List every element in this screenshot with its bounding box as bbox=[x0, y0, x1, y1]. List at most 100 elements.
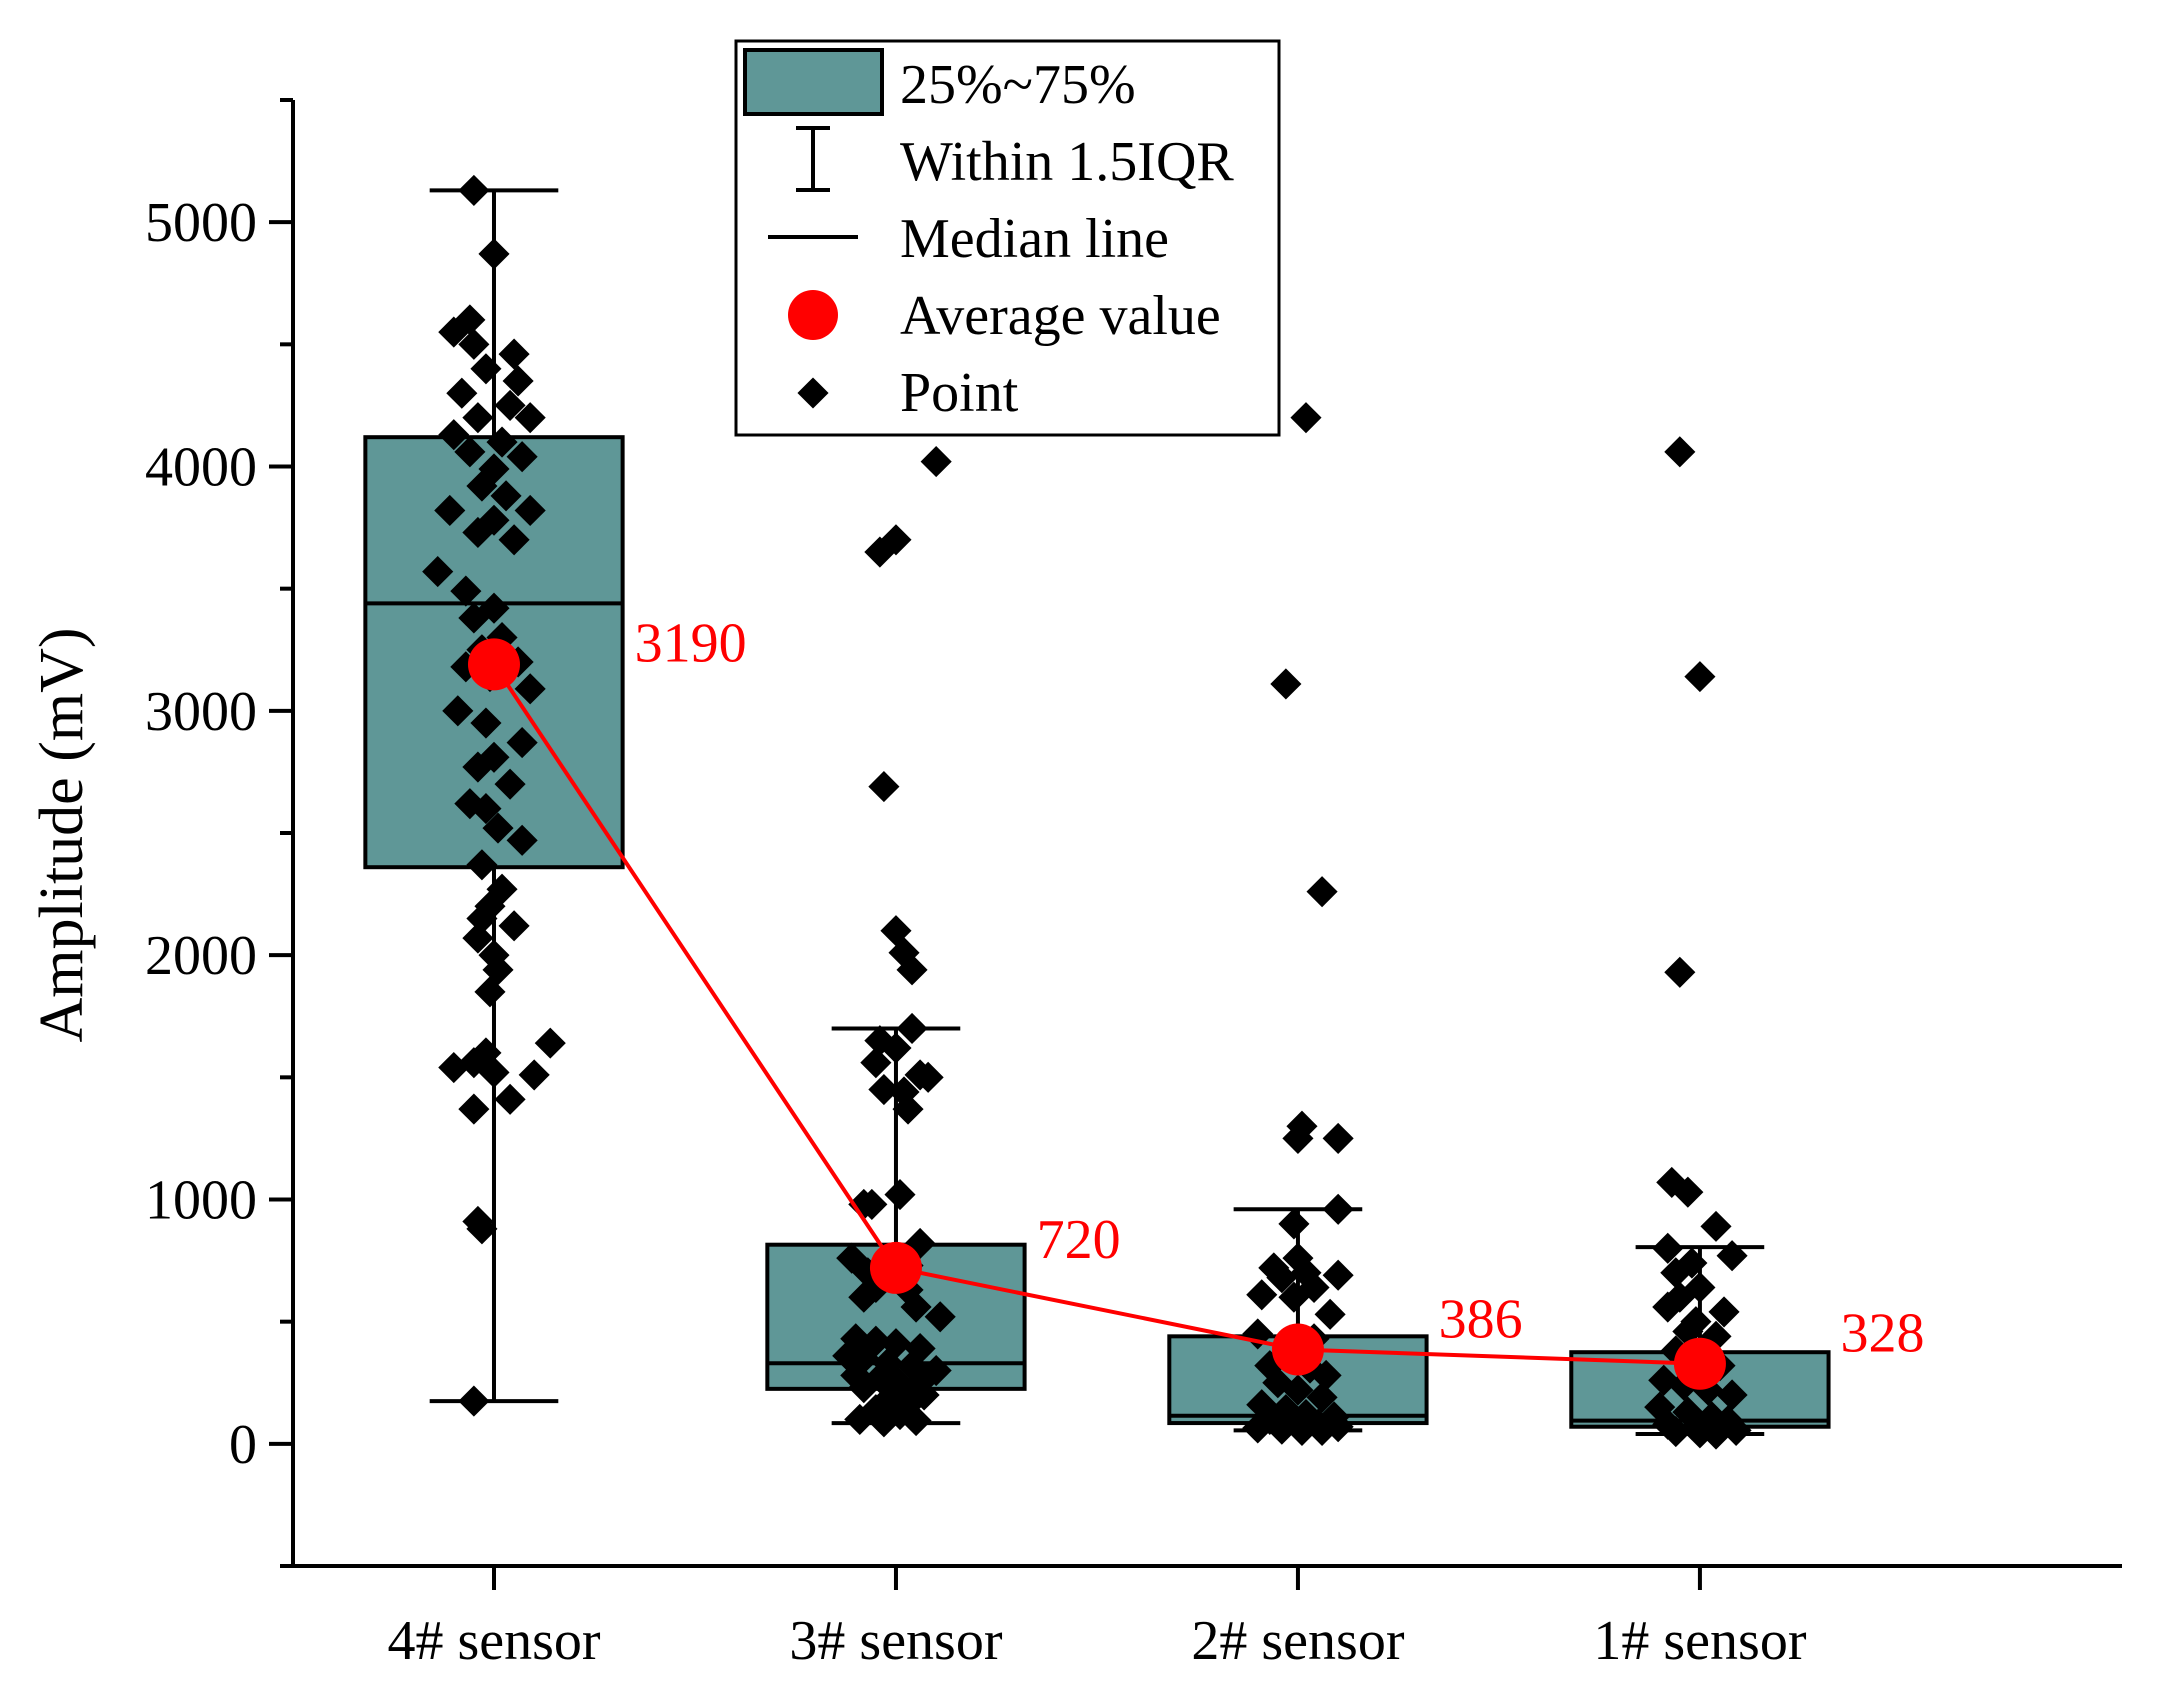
data-point bbox=[466, 849, 498, 881]
data-point bbox=[442, 695, 474, 727]
data-point bbox=[422, 556, 454, 588]
data-point bbox=[482, 812, 514, 844]
data-point bbox=[1310, 1359, 1342, 1391]
y-tick-label: 5000 bbox=[145, 192, 257, 254]
data-point bbox=[1720, 1414, 1752, 1446]
mean-trend-line bbox=[492, 663, 1700, 1366]
mean-label: 386 bbox=[1439, 1289, 1523, 1351]
data-point bbox=[1716, 1240, 1748, 1272]
data-point bbox=[1246, 1279, 1278, 1311]
legend-label-median: Median line bbox=[900, 208, 1169, 270]
data-point bbox=[438, 1052, 470, 1084]
data-point bbox=[1322, 1259, 1354, 1291]
x-tick-label: 2# sensor bbox=[1191, 1610, 1404, 1672]
data-point bbox=[1282, 1374, 1314, 1406]
y-tick-label: 0 bbox=[229, 1414, 257, 1476]
data-point bbox=[1314, 1298, 1346, 1330]
data-point bbox=[450, 575, 482, 607]
data-point bbox=[502, 365, 534, 397]
data-point bbox=[470, 793, 502, 825]
data-point bbox=[1664, 956, 1696, 988]
data-point bbox=[534, 1027, 566, 1059]
y-tick-label: 1000 bbox=[145, 1170, 257, 1232]
data-point bbox=[454, 436, 486, 468]
data-point bbox=[1306, 1414, 1338, 1446]
data-point bbox=[1700, 1210, 1732, 1242]
data-point bbox=[1672, 1176, 1704, 1208]
mean-label: 328 bbox=[1841, 1303, 1925, 1365]
data-point bbox=[462, 922, 494, 954]
y-axis-title: Amplitude (mV) bbox=[28, 628, 96, 1043]
data-point bbox=[1306, 1381, 1338, 1413]
data-point bbox=[466, 1213, 498, 1245]
data-point bbox=[490, 480, 522, 512]
data-point bbox=[1278, 1281, 1310, 1313]
means-layer: 3190 720 386 328 bbox=[467, 612, 1925, 1390]
data-point bbox=[470, 707, 502, 739]
mean-label: 720 bbox=[1037, 1209, 1121, 1271]
data-point bbox=[478, 1056, 510, 1089]
data-point bbox=[462, 402, 494, 434]
y-axis-ticks: 0 1000 2000 3000 4000 5000 bbox=[145, 98, 293, 1568]
data-point bbox=[868, 771, 900, 803]
x-tick-label: 1# sensor bbox=[1593, 1610, 1806, 1672]
mean-marker bbox=[1673, 1337, 1726, 1390]
y-tick-label: 3000 bbox=[145, 681, 257, 743]
data-point bbox=[446, 377, 478, 409]
data-point bbox=[1270, 668, 1302, 700]
data-point bbox=[498, 910, 530, 942]
data-point bbox=[458, 1385, 490, 1417]
data-point bbox=[458, 174, 490, 206]
legend-mean-symbol bbox=[788, 290, 838, 340]
data-point bbox=[462, 516, 494, 549]
data-point bbox=[1708, 1296, 1740, 1328]
data-point bbox=[458, 602, 490, 634]
legend-label-box: 25%~75% bbox=[900, 54, 1136, 116]
data-point bbox=[1660, 1416, 1692, 1448]
data-point bbox=[1290, 402, 1322, 434]
data-point bbox=[1306, 876, 1338, 908]
data-point bbox=[498, 338, 530, 370]
mean-marker bbox=[1271, 1323, 1324, 1376]
data-point bbox=[1322, 1193, 1354, 1225]
legend-box-symbol bbox=[743, 48, 884, 116]
data-point bbox=[518, 1059, 550, 1091]
data-point bbox=[1700, 1418, 1732, 1450]
data-point bbox=[470, 353, 502, 385]
data-point bbox=[1278, 1208, 1310, 1240]
data-point bbox=[466, 470, 498, 502]
x-tick-label: 4# sensor bbox=[387, 1610, 600, 1672]
mean-label: 3190 bbox=[635, 612, 747, 674]
data-point bbox=[1266, 1413, 1298, 1445]
data-point bbox=[462, 751, 494, 783]
legend-label-whisker: Within 1.5IQR bbox=[900, 131, 1234, 193]
data-point bbox=[1664, 436, 1696, 468]
data-point bbox=[514, 402, 546, 434]
data-point bbox=[474, 976, 506, 1008]
data-point bbox=[1716, 1379, 1748, 1411]
legend-whisker-symbol bbox=[796, 126, 830, 192]
data-point bbox=[458, 1093, 490, 1125]
data-point bbox=[486, 426, 518, 458]
data-point bbox=[884, 1179, 916, 1211]
data-point bbox=[1282, 1122, 1314, 1154]
legend-label-point: Point bbox=[900, 362, 1019, 424]
data-point bbox=[494, 389, 526, 421]
data-point bbox=[506, 441, 538, 473]
data-point bbox=[434, 494, 466, 527]
legend: 25%~75% Within 1.5IQR Median line Averag… bbox=[734, 39, 1281, 437]
data-point bbox=[438, 316, 470, 348]
data-point bbox=[1652, 1291, 1684, 1323]
mean-marker bbox=[467, 638, 520, 691]
data-point bbox=[458, 328, 490, 360]
x-tick-label: 3# sensor bbox=[789, 1610, 1002, 1672]
x-axis-ticks: 4# sensor 3# sensor 2# sensor 1# sensor bbox=[387, 1566, 1807, 1672]
data-point bbox=[1322, 1122, 1354, 1154]
data-point bbox=[438, 419, 470, 451]
data-point bbox=[1242, 1412, 1274, 1444]
data-point bbox=[506, 727, 538, 759]
data-point bbox=[1266, 1262, 1298, 1294]
data-point bbox=[1652, 1232, 1684, 1264]
data-point bbox=[478, 238, 510, 270]
